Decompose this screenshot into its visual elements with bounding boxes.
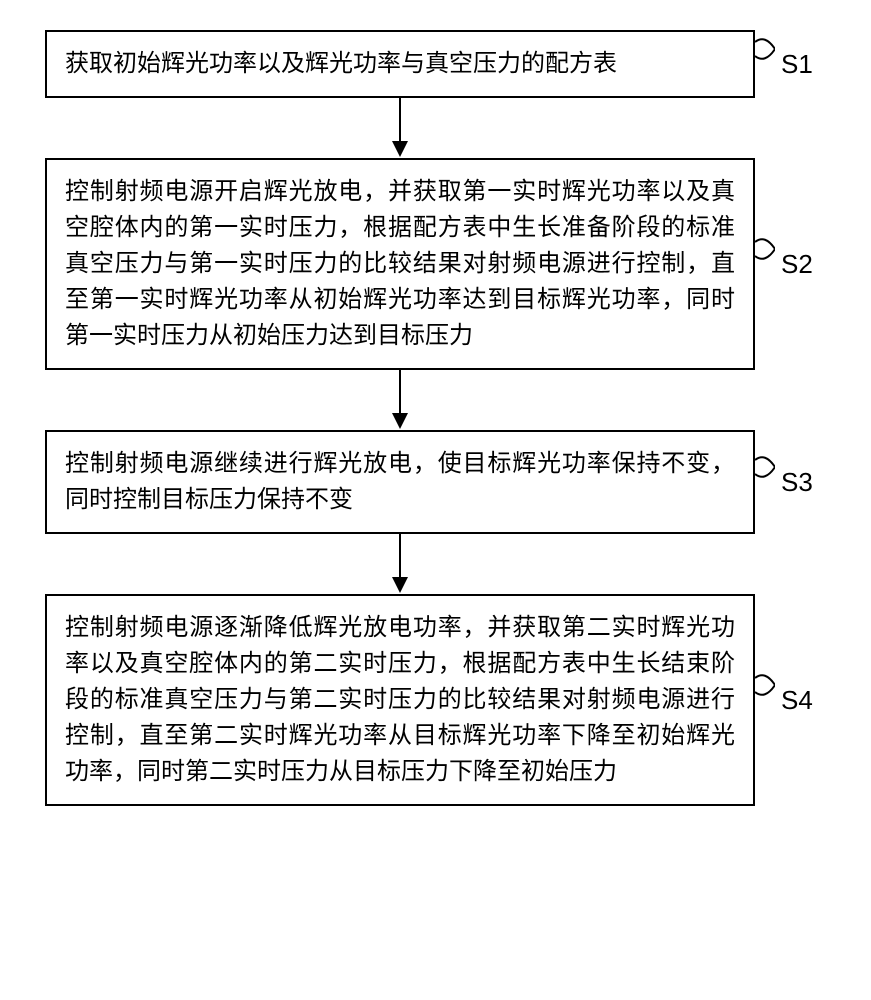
flowchart-container: 获取初始辉光功率以及辉光功率与真空压力的配方表 S1 控制射频电源开启辉光放电，… [45, 30, 830, 806]
arrow-line-1 [399, 98, 401, 143]
step-label-4: S4 [781, 685, 813, 716]
arrow-head-3 [392, 577, 408, 593]
step-box-3: 控制射频电源继续进行辉光放电，使目标辉光功率保持不变，同时控制目标压力保持不变 [45, 430, 755, 534]
arrow-head-1 [392, 141, 408, 157]
step-label-1: S1 [781, 49, 813, 80]
step-box-1: 获取初始辉光功率以及辉光功率与真空压力的配方表 [45, 30, 755, 98]
curve-connector-3 [755, 467, 773, 497]
step-row-3: 控制射频电源继续进行辉光放电，使目标辉光功率保持不变，同时控制目标压力保持不变 … [45, 430, 830, 534]
arrow-3 [45, 534, 755, 594]
step-row-1: 获取初始辉光功率以及辉光功率与真空压力的配方表 S1 [45, 30, 830, 98]
arrow-line-3 [399, 534, 401, 579]
arrow-1 [45, 98, 755, 158]
arrow-2 [45, 370, 755, 430]
step-label-2: S2 [781, 249, 813, 280]
step-row-4: 控制射频电源逐渐降低辉光放电功率，并获取第二实时辉光功率以及真空腔体内的第二实时… [45, 594, 830, 806]
step-box-4: 控制射频电源逐渐降低辉光放电功率，并获取第二实时辉光功率以及真空腔体内的第二实时… [45, 594, 755, 806]
curve-connector-4 [755, 685, 773, 715]
step-row-2: 控制射频电源开启辉光放电，并获取第一实时辉光功率以及真空腔体内的第一实时压力，根… [45, 158, 830, 370]
step-text-3: 控制射频电源继续进行辉光放电，使目标辉光功率保持不变，同时控制目标压力保持不变 [65, 450, 735, 513]
step-text-1: 获取初始辉光功率以及辉光功率与真空压力的配方表 [65, 50, 617, 77]
curve-connector-2 [755, 249, 773, 279]
step-label-3: S3 [781, 467, 813, 498]
arrow-line-2 [399, 370, 401, 415]
step-box-2: 控制射频电源开启辉光放电，并获取第一实时辉光功率以及真空腔体内的第一实时压力，根… [45, 158, 755, 370]
step-text-2: 控制射频电源开启辉光放电，并获取第一实时辉光功率以及真空腔体内的第一实时压力，根… [65, 178, 735, 349]
curve-connector-1 [755, 49, 773, 79]
step-text-4: 控制射频电源逐渐降低辉光放电功率，并获取第二实时辉光功率以及真空腔体内的第二实时… [65, 614, 735, 785]
arrow-head-2 [392, 413, 408, 429]
